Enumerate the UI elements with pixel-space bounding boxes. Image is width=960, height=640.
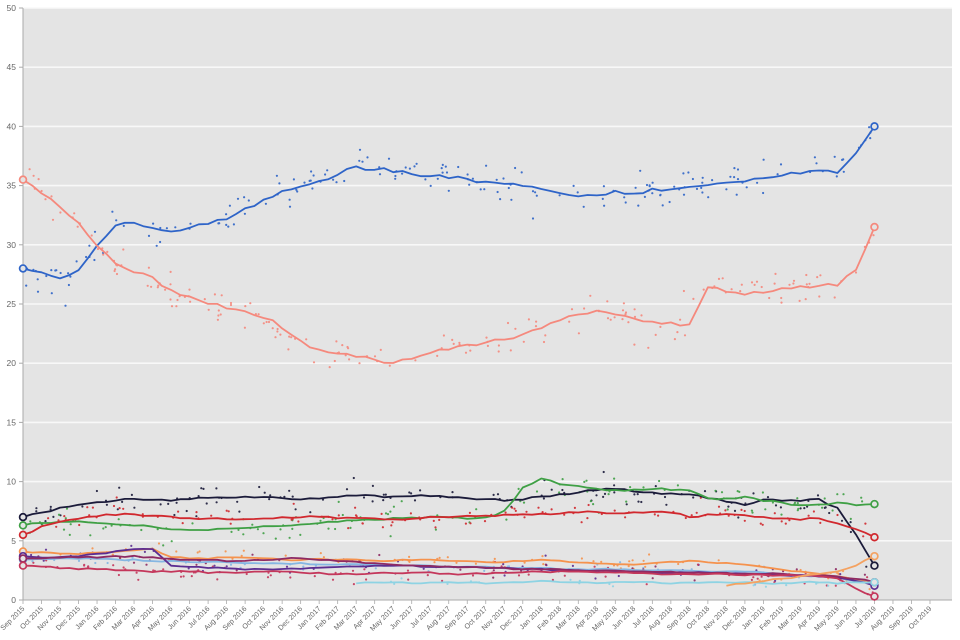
start-marker-green — [18, 521, 28, 530]
scatter-crimson — [32, 559, 874, 596]
series-line-crimson — [22, 564, 875, 598]
end-marker-crimson — [870, 592, 879, 601]
y-tick-label: 10 — [7, 477, 17, 487]
series-line-red — [22, 510, 875, 539]
series-line-orange — [22, 547, 875, 584]
y-tick-label: 20 — [7, 358, 17, 368]
start-marker-red — [18, 530, 28, 540]
series-line-lateorange — [726, 555, 875, 587]
series-line-cyan — [356, 579, 875, 585]
end-marker-navy — [870, 561, 879, 570]
y-tick-label: 5 — [11, 536, 16, 546]
trend-lines — [22, 125, 876, 598]
series-line-navy — [22, 487, 876, 567]
end-marker-salmon — [870, 222, 879, 232]
series-line-blue — [22, 125, 876, 280]
y-tick-label: 35 — [7, 181, 17, 191]
end-marker-lateorange — [870, 551, 879, 561]
gridlines — [23, 7, 952, 542]
start-marker-salmon — [18, 175, 28, 184]
end-marker-red — [870, 532, 879, 542]
scatter-green — [23, 477, 864, 547]
y-tick-label: 50 — [7, 3, 17, 13]
election-markers — [18, 122, 879, 601]
y-tick-label: 30 — [7, 240, 17, 250]
y-tick-label: 0 — [11, 595, 16, 605]
y-axis-ticks: 0 5 10 15 20 25 30 35 40 45 50 — [7, 3, 23, 605]
end-marker-blue — [870, 122, 879, 131]
end-marker-green — [870, 499, 879, 509]
y-tick-label: 15 — [7, 417, 17, 427]
series-line-maroon — [22, 554, 875, 584]
y-tick-label: 25 — [7, 299, 17, 309]
start-marker-navy — [18, 512, 28, 522]
end-marker-cyan — [870, 577, 879, 587]
start-marker-maroon — [18, 554, 28, 563]
series-line-salmon — [22, 178, 876, 364]
start-marker-blue — [18, 264, 28, 273]
y-tick-label: 40 — [7, 121, 17, 131]
y-tick-label: 45 — [7, 62, 17, 72]
start-marker-crimson — [18, 561, 28, 570]
